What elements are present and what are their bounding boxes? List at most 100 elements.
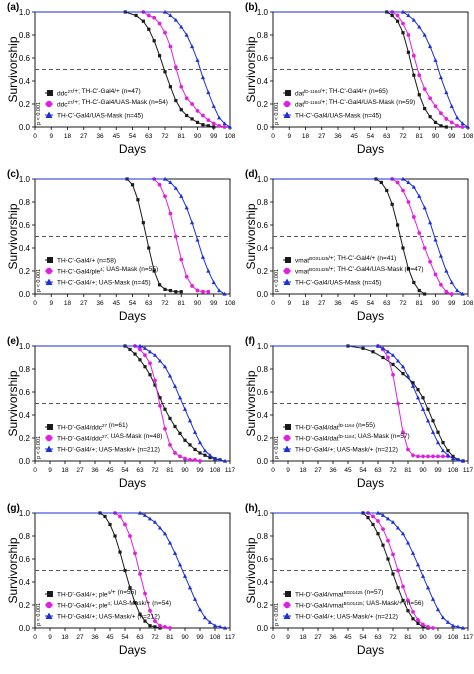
- y-tick-label: 0.0: [19, 624, 31, 633]
- x-tick-label: 72: [389, 634, 397, 641]
- data-point: [386, 538, 390, 543]
- data-point: [179, 108, 183, 112]
- data-point: [174, 98, 178, 103]
- x-tick-label: 27: [76, 467, 84, 474]
- x-tick-label: 9: [49, 133, 53, 140]
- data-point: [401, 188, 405, 193]
- data-point: [376, 532, 380, 536]
- legend-entry: TH-D'-Gal4/vmatBG01425 (n=57): [283, 589, 383, 599]
- data-point: [202, 615, 208, 620]
- legend-label: TH-D'-Gal4/datfD-1164 (n=55): [295, 422, 375, 432]
- legend-entry: TH-D'-Gal4/datfD-1164; UAS-Mask (n=57): [283, 433, 410, 443]
- data-point: [206, 268, 211, 273]
- data-point: [426, 454, 430, 459]
- data-point: [428, 96, 432, 101]
- data-point: [431, 454, 435, 459]
- data-point: [206, 118, 211, 122]
- data-point: [217, 115, 222, 120]
- y-tick-label: 0.2: [257, 100, 269, 109]
- chart-panel: (a) 0.0 0.2 0.4 0.6 0.8 1.0 0 9 18 27 36 45 54 63 72 81 9…: [6, 2, 236, 156]
- data-point: [157, 182, 162, 187]
- data-point: [137, 510, 143, 515]
- data-point: [422, 205, 427, 210]
- data-point: [412, 280, 416, 285]
- data-point: [134, 13, 138, 18]
- data-point: [152, 39, 156, 43]
- data-point: [401, 246, 405, 250]
- x-tick-label: 27: [318, 133, 326, 140]
- data-point: [385, 516, 391, 521]
- x-tick-label: 9: [286, 634, 290, 641]
- data-point: [381, 355, 385, 360]
- x-tick-label: 117: [225, 467, 236, 474]
- data-point: [371, 522, 375, 527]
- data-point: [163, 407, 167, 411]
- data-point: [133, 601, 137, 605]
- data-point: [193, 457, 197, 462]
- data-point: [148, 361, 152, 366]
- legend-entry: vmatBG01425/+; TH-C'-Gal4/UAS-Mask (n=47…: [283, 266, 424, 276]
- data-point: [438, 75, 444, 80]
- x-tick-label: 27: [314, 634, 322, 641]
- legend-entry: TH-D'-Gal4/+; ple4; UAS-Mask/+ (n=54): [45, 600, 171, 610]
- x-axis-label: Days: [119, 309, 146, 323]
- data-point: [406, 13, 411, 18]
- data-point: [381, 543, 385, 547]
- x-tick-label: 45: [351, 133, 359, 140]
- data-point: [198, 459, 202, 463]
- data-point: [208, 455, 212, 460]
- legend-label: TH-C'-Gal4/UAS-Mask (n=45): [295, 280, 381, 287]
- y-tick-label: 0.4: [19, 244, 31, 253]
- y-tick-label: 0.2: [19, 601, 31, 610]
- legend-marker: [45, 267, 53, 275]
- data-point: [152, 353, 158, 357]
- data-point: [162, 364, 168, 369]
- data-point: [183, 456, 187, 461]
- legend-marker: [285, 591, 291, 597]
- data-point: [153, 619, 157, 623]
- data-point: [406, 609, 410, 613]
- data-point: [200, 255, 206, 259]
- data-point: [179, 290, 183, 294]
- x-tick-label: 18: [61, 634, 69, 641]
- data-point: [400, 531, 406, 536]
- x-tick-label: 90: [194, 133, 202, 140]
- data-point: [207, 620, 213, 624]
- data-point: [168, 180, 173, 185]
- data-point: [420, 407, 426, 411]
- data-point: [431, 419, 435, 423]
- data-point: [401, 430, 405, 435]
- data-point: [172, 551, 178, 555]
- data-point: [455, 123, 460, 128]
- data-point: [158, 623, 162, 628]
- y-tick-label: 0.4: [257, 578, 269, 587]
- data-point: [421, 625, 425, 629]
- data-point: [444, 289, 449, 294]
- data-point: [147, 516, 153, 521]
- legend-entry: TH-D'-Gal4/datfD-1164 (n=55): [283, 422, 375, 432]
- x-tick-label: 0: [33, 300, 37, 307]
- legend-entry: TH-D'-Gal4/ddc27 (n=61): [45, 422, 128, 432]
- legend-entry: ddc27/+; TH-C'-Gal4/+ (n=47): [45, 88, 141, 98]
- pvalue-label: p < 0.001: [274, 102, 280, 125]
- legend-label: datfD-1164/+; TH-C'-Gal4/+ (n=65): [295, 88, 388, 98]
- legend-marker: [285, 424, 291, 430]
- data-point: [179, 257, 184, 262]
- data-point: [396, 586, 400, 590]
- x-tick-label: 54: [129, 133, 137, 140]
- legend-label: TH-C'-Gal4/+; UAS-Mask (n=45): [57, 280, 151, 287]
- y-tick-label: 0.8: [19, 532, 31, 541]
- y-tick-label: 0.4: [257, 411, 269, 420]
- data-point: [449, 120, 454, 125]
- data-point: [128, 347, 132, 352]
- x-tick-label: 81: [416, 300, 424, 307]
- x-tick-label: 27: [318, 300, 326, 307]
- data-point: [445, 453, 451, 457]
- data-point: [410, 384, 416, 388]
- data-point: [177, 395, 183, 400]
- data-point: [157, 283, 162, 287]
- data-point: [401, 584, 405, 589]
- data-point: [439, 124, 443, 128]
- data-point: [147, 27, 151, 31]
- chart-panel: (d) 0.0 0.2 0.4 0.6 0.8 1.0 0 9 18 27 36 45 54 63 72 81 9…: [244, 169, 474, 323]
